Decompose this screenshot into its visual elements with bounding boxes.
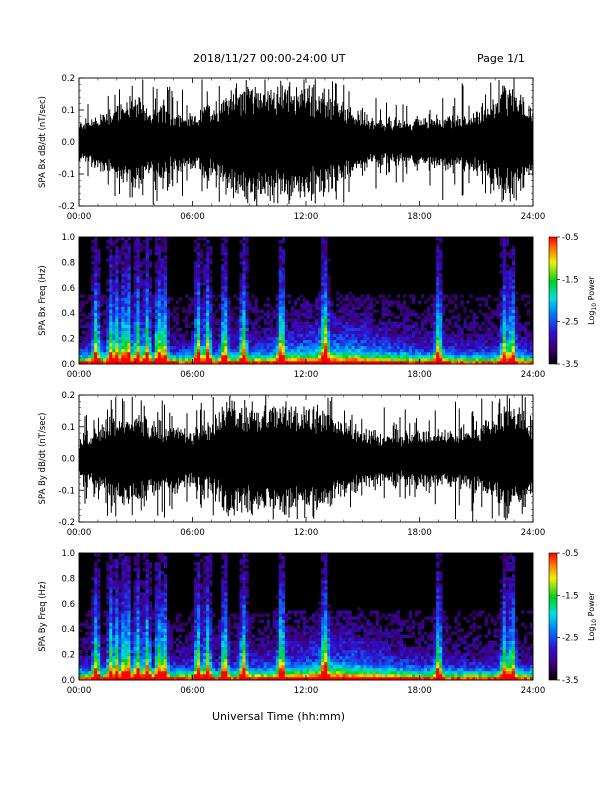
y-tick-label: 0.2 xyxy=(61,651,75,661)
y-tick-label: 1.0 xyxy=(61,549,75,559)
x-tick-label: 18:00 xyxy=(407,212,432,222)
panel-1: -0.2 -0.1 0.0 0.1 0.2 00:00 06:00 12:00 18:00 24:… xyxy=(38,74,545,222)
colorbar xyxy=(548,236,558,365)
x-tick-label: 12:00 xyxy=(294,370,319,380)
colorbar-tick-label: -1.5 xyxy=(562,591,579,601)
x-tick-label: 24:00 xyxy=(521,370,546,380)
y-tick-label: 0.1 xyxy=(61,106,75,116)
y-tick-label: 0.0 xyxy=(61,138,75,148)
y-tick-label: -0.1 xyxy=(58,170,75,180)
colorbar xyxy=(548,552,558,681)
panel-4: -0.5 -1.5 -2.5 -3.5 Log10 Power 0.0 0.2 0.4 0.6 0… xyxy=(38,549,598,696)
x-tick-label: 24:00 xyxy=(521,686,546,696)
colorbar-tick-label: -0.5 xyxy=(562,233,579,243)
y-tick-label: 0.0 xyxy=(61,676,75,686)
colorbar-label: Log10 Power xyxy=(587,275,598,324)
x-tick-label: 06:00 xyxy=(180,212,205,222)
figure-title: 2018/11/27 00:00-24:00 UT xyxy=(193,52,346,65)
y-tick-label: 0.0 xyxy=(61,360,75,370)
colorbar-tick-label: -2.5 xyxy=(562,634,579,644)
y-tick-label: 0.4 xyxy=(61,625,75,635)
y-tick-label: 0.0 xyxy=(61,455,75,465)
x-tick-label: 06:00 xyxy=(180,528,205,538)
colorbar-label: Log10 Power xyxy=(587,591,598,640)
y-tick-label: 0.4 xyxy=(61,309,75,319)
colorbar-tick-label: -3.5 xyxy=(562,360,579,370)
x-tick-label: 18:00 xyxy=(407,528,432,538)
x-tick-label: 12:00 xyxy=(294,686,319,696)
page-indicator: Page 1/1 xyxy=(477,52,525,65)
y-tick-label: 0.2 xyxy=(61,391,75,401)
x-tick-label: 12:00 xyxy=(294,212,319,222)
y-tick-label: 1.0 xyxy=(61,233,75,243)
y-tick-label: 0.2 xyxy=(61,74,75,84)
x-tick-label: 06:00 xyxy=(180,686,205,696)
x-tick-label: 24:00 xyxy=(521,212,546,222)
y-tick-label: 0.8 xyxy=(61,258,75,268)
y-axis-label: SPA By dB/dt (nT/sec) xyxy=(38,413,48,505)
y-tick-label: 0.6 xyxy=(61,600,75,610)
spectrogram-cells xyxy=(79,237,534,365)
x-tick-label: 18:00 xyxy=(407,686,432,696)
y-tick-label: 0.8 xyxy=(61,574,75,584)
y-tick-label: 0.6 xyxy=(61,284,75,294)
y-tick-label: -0.2 xyxy=(58,518,75,528)
panel-3: -0.2 -0.1 0.0 0.1 0.2 00:00 06:00 12:00 18:00 24:… xyxy=(38,391,545,538)
x-tick-label: 06:00 xyxy=(180,370,205,380)
waveform-series xyxy=(78,395,534,522)
x-tick-label: 00:00 xyxy=(67,212,92,222)
x-tick-label: 00:00 xyxy=(67,528,92,538)
x-tick-label: 00:00 xyxy=(67,686,92,696)
x-tick-label: 18:00 xyxy=(407,370,432,380)
colorbar-tick-label: -3.5 xyxy=(562,676,579,686)
panel-2: -0.5 -1.5 -2.5 -3.5 Log10 Power 0.0 0.2 0.4 0.6 0… xyxy=(38,233,598,380)
colorbar-tick-label: -0.5 xyxy=(562,549,579,559)
waveform-series xyxy=(78,78,534,206)
colorbar-tick-label: -1.5 xyxy=(562,275,579,285)
y-axis-label: SPA Bx dB/dt (nT/sec) xyxy=(38,96,48,188)
y-axis-label: SPA Bx Freq (Hz) xyxy=(38,265,48,335)
x-tick-label: 12:00 xyxy=(294,528,319,538)
y-tick-label: 0.1 xyxy=(61,423,75,433)
y-axis-label: SPA By Freq (Hz) xyxy=(38,581,48,651)
colorbar-tick-label: -2.5 xyxy=(562,318,579,328)
x-tick-label: 24:00 xyxy=(521,528,546,538)
x-tick-label: 00:00 xyxy=(67,370,92,380)
spectrogram-cells xyxy=(79,553,534,681)
y-tick-label: -0.2 xyxy=(58,202,75,212)
y-tick-label: 0.2 xyxy=(61,335,75,345)
x-axis-label: Universal Time (hh:mm) xyxy=(212,710,345,723)
y-tick-label: -0.1 xyxy=(58,486,75,496)
